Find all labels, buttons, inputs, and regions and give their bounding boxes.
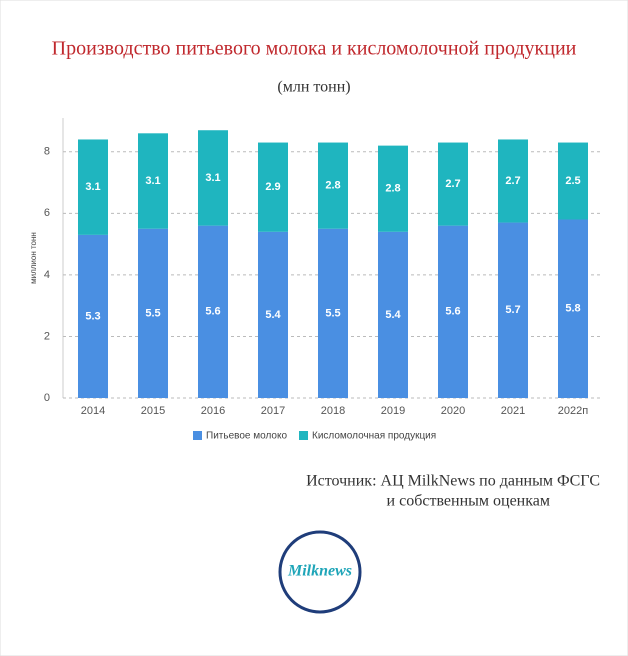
bar-segment [438, 142, 468, 226]
x-tick-label: 2022п [558, 405, 588, 417]
chart-title: Производство питьевого молока и кисломол… [52, 38, 577, 60]
data-label: 2.5 [565, 175, 580, 187]
y-axis-label: миллион тонн [29, 232, 38, 284]
data-label: 5.4 [265, 309, 281, 321]
logo-circle [278, 530, 362, 614]
data-label: 2.9 [265, 181, 280, 193]
bar-segment [138, 133, 168, 229]
y-tick-label: 4 [44, 269, 50, 281]
data-label: 5.8 [565, 303, 580, 315]
legend-swatch [299, 431, 309, 440]
data-label: 5.5 [325, 307, 340, 319]
y-tick-label: 2 [44, 330, 50, 342]
bar-segment [438, 225, 468, 398]
bar-segment [558, 142, 588, 220]
bar-segment [498, 139, 528, 223]
bar-segment [498, 222, 528, 398]
source-line: и собственным оценкам [387, 493, 550, 510]
x-tick-label: 2015 [141, 405, 165, 417]
bar-segment [318, 142, 348, 229]
y-tick-label: 6 [44, 207, 50, 219]
data-label: 5.6 [205, 306, 220, 318]
source-line: Источник: АЦ MilkNews по данным ФСГС [306, 473, 600, 490]
data-label: 2.8 [385, 183, 400, 195]
logo-text: Milknews [287, 563, 352, 580]
data-label: 2.7 [505, 175, 520, 187]
data-label: 3.1 [85, 181, 100, 193]
bar-segment [78, 234, 108, 398]
legend-label: Питьевое молоко [206, 431, 287, 442]
x-tick-label: 2020 [441, 405, 465, 417]
legend-label: Кисломолочная продукция [312, 431, 436, 442]
bar-segment [198, 225, 228, 398]
x-tick-label: 2018 [321, 405, 345, 417]
chart-subtitle: (млн тонн) [277, 79, 350, 96]
data-label: 3.1 [145, 175, 160, 187]
bar-segment [318, 228, 348, 398]
x-tick-label: 2017 [261, 405, 285, 417]
x-tick-label: 2016 [201, 405, 225, 417]
data-label: 5.3 [85, 310, 100, 322]
bar-segment [198, 130, 228, 226]
bar-segment [558, 219, 588, 398]
data-label: 5.4 [385, 309, 401, 321]
bar-segment [378, 231, 408, 398]
x-tick-label: 2019 [381, 405, 405, 417]
data-label: 3.1 [205, 172, 220, 184]
data-label: 5.5 [145, 307, 160, 319]
bar-segment [378, 145, 408, 232]
bar-segment [138, 228, 168, 398]
data-label: 5.6 [445, 306, 460, 318]
legend-swatch [193, 431, 202, 440]
x-tick-label: 2021 [501, 405, 525, 417]
y-tick-label: 0 [44, 392, 50, 404]
x-tick-label: 2014 [81, 405, 105, 417]
bar-segment [258, 231, 288, 398]
bar-segment [78, 139, 108, 235]
y-tick-label: 8 [44, 146, 50, 158]
data-label: 5.7 [505, 304, 520, 316]
data-label: 2.8 [325, 180, 340, 192]
data-label: 2.7 [445, 178, 460, 190]
bar-segment [258, 142, 288, 232]
